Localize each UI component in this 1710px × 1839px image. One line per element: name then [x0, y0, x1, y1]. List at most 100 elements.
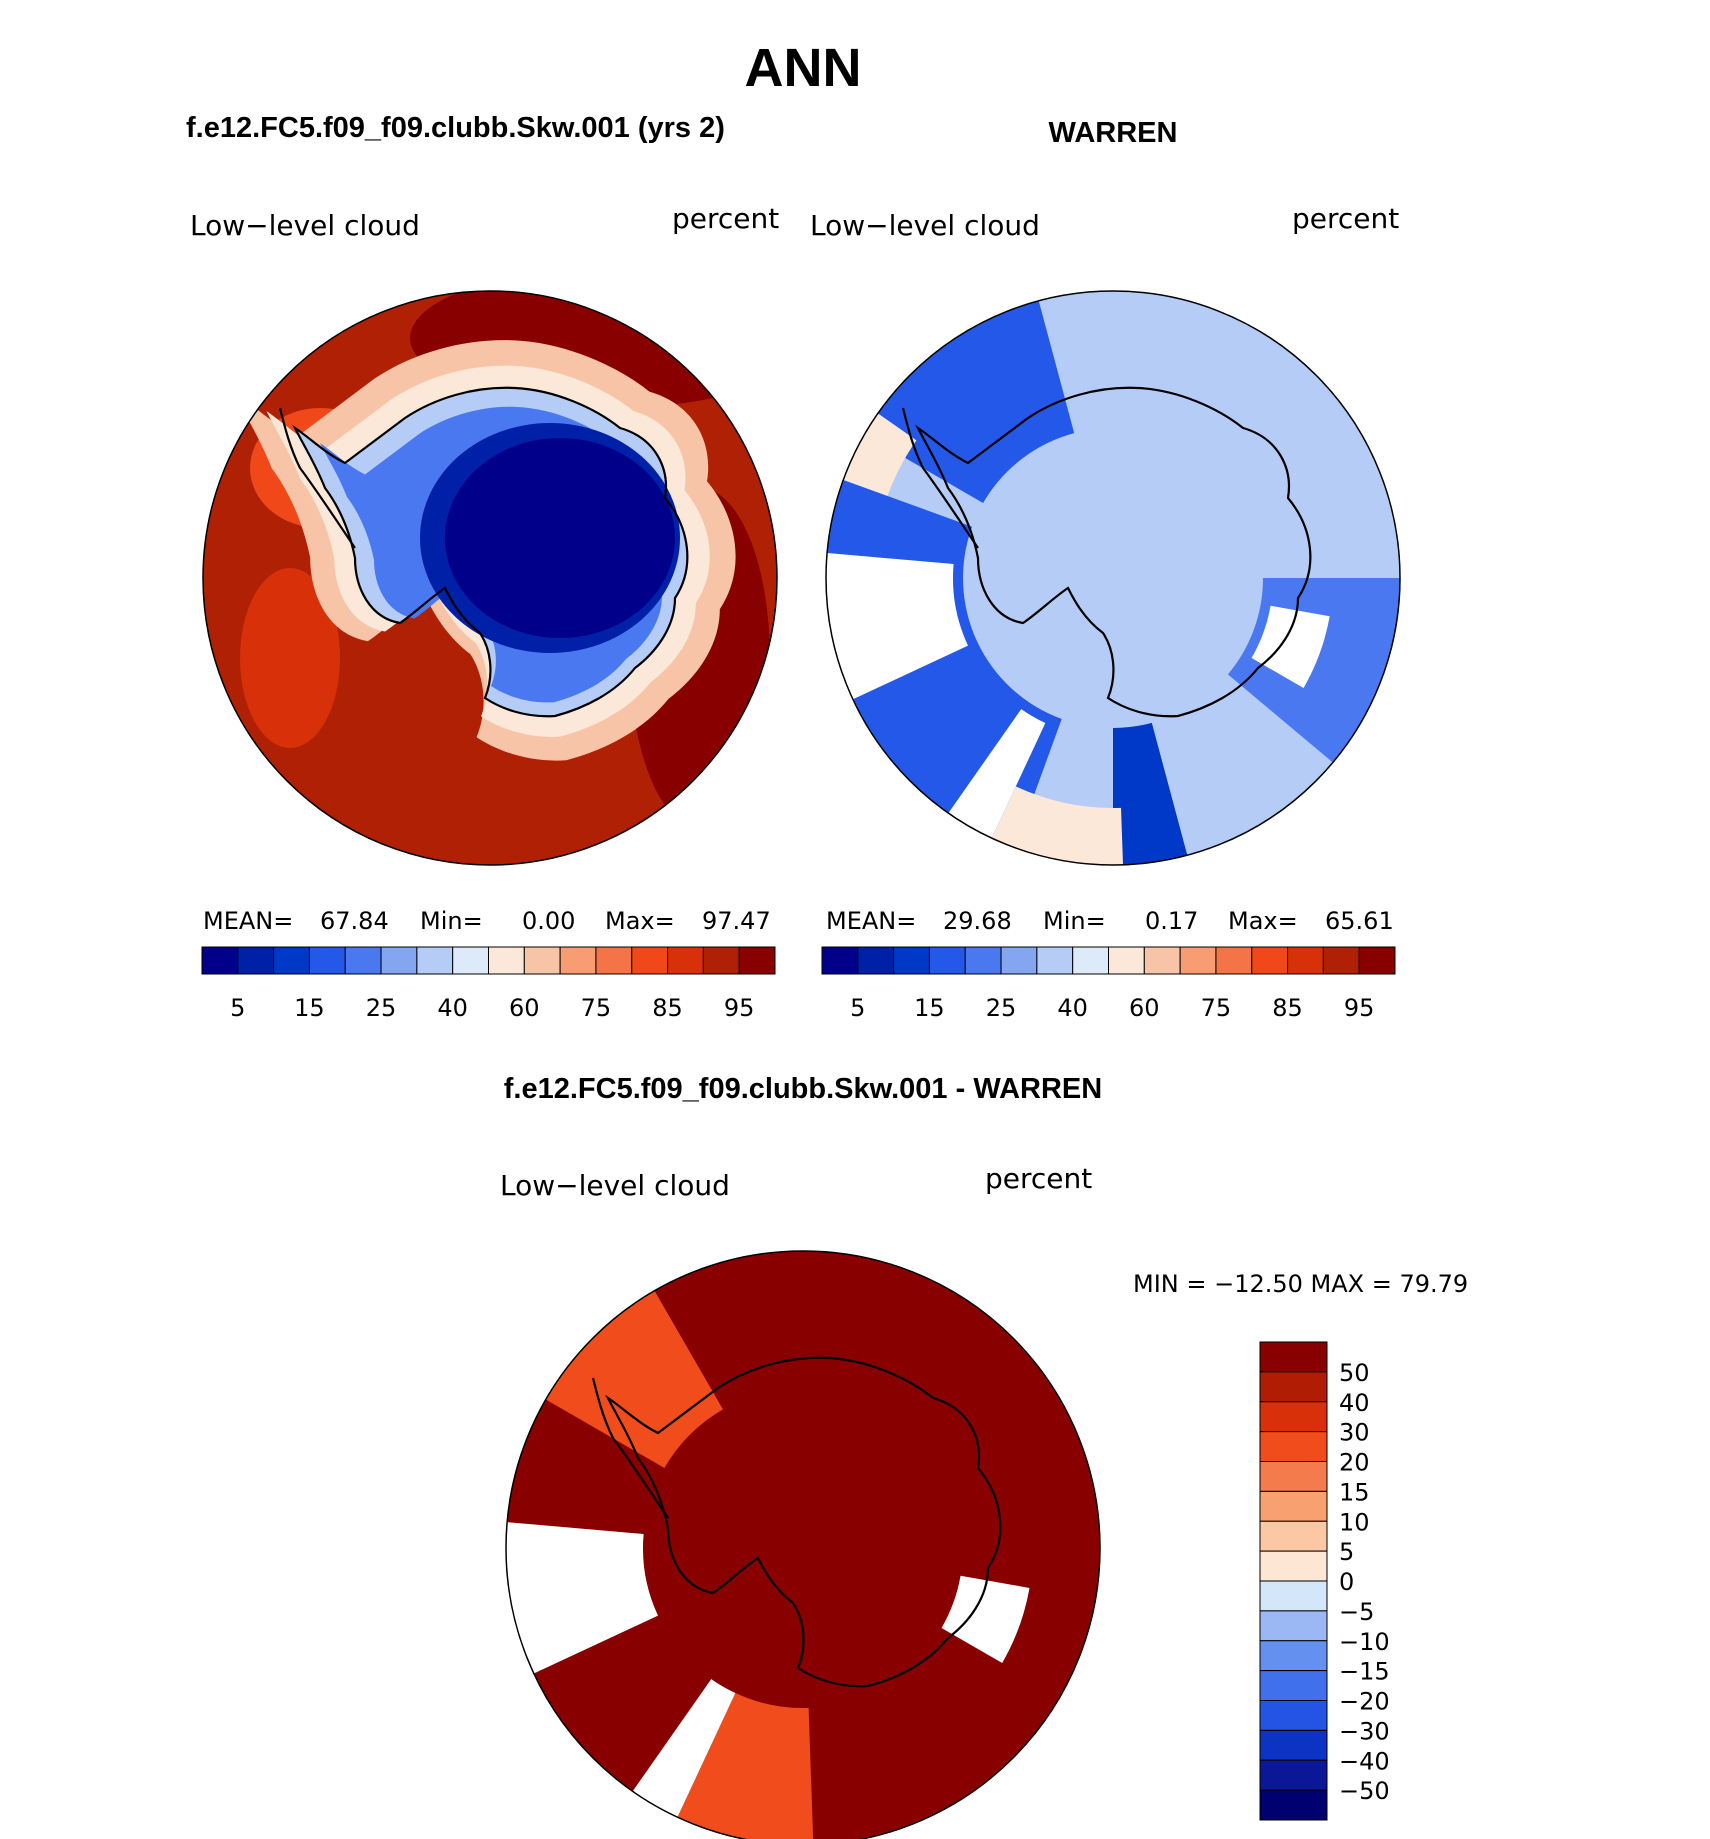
obs-colorbar-tick: 25 [986, 994, 1017, 1022]
panel-diff: f.e12.FC5.f09_f09.clubb.Skw.001 - WARREN… [500, 1073, 1468, 1839]
panel-obs-var-label: Low−level cloud [810, 209, 1040, 242]
diff-colorbar-box [1259, 1371, 1328, 1403]
diff-colorbar-box [1259, 1729, 1328, 1761]
test-colorbar-box [631, 946, 669, 975]
obs-max-value: 65.61 [1325, 907, 1394, 935]
panel-test-title: f.e12.FC5.f09_f09.clubb.Skw.001 (yrs 2) [186, 112, 725, 144]
panel-obs: WARREN Low−level cloud percent MEAN= 29.… [810, 117, 1401, 1022]
test-colorbar-box [667, 946, 704, 975]
diff-colorbar-box [1259, 1490, 1328, 1522]
test-colorbar-tick: 60 [509, 994, 540, 1022]
test-colorbar-box [738, 946, 776, 975]
diff-colorbar-tick: −5 [1339, 1598, 1374, 1626]
missing-data [941, 1575, 1030, 1663]
diff-sector [671, 1693, 814, 1839]
panel-obs-title: WARREN [1049, 117, 1178, 149]
obs-colorbar-box [1072, 946, 1109, 975]
diff-colorbar-tick: 40 [1339, 1389, 1370, 1417]
panel-diff-units: percent [985, 1162, 1092, 1195]
obs-colorbar-box [1179, 946, 1217, 975]
panel-test: f.e12.FC5.f09_f09.clubb.Skw.001 (yrs 2) … [186, 112, 779, 1022]
diff-colorbar-box [1259, 1520, 1328, 1552]
panel-diff-title: f.e12.FC5.f09_f09.clubb.Skw.001 - WARREN [504, 1073, 1102, 1105]
diff-colorbar-tick: 50 [1339, 1359, 1370, 1387]
test-colorbar-box [523, 946, 561, 975]
test-map [203, 291, 777, 865]
missing-data [1251, 605, 1330, 688]
panel-diff-var-label: Low−level cloud [500, 1169, 730, 1202]
diff-colorbar-box [1259, 1640, 1328, 1672]
obs-colorbar-box [1108, 946, 1145, 975]
diff-colorbar-tick: −20 [1339, 1688, 1390, 1716]
diff-colorbar-box [1259, 1550, 1328, 1582]
obs-colorbar-box [1215, 946, 1253, 975]
obs-colorbar-tick: 95 [1344, 994, 1375, 1022]
obs-colorbar-box [1000, 946, 1038, 975]
diff-map [506, 1251, 1100, 1839]
missing-data [940, 709, 1046, 850]
test-colorbar-tick: 85 [652, 994, 683, 1022]
cloud-region [240, 568, 340, 748]
missing-data [506, 1521, 658, 1675]
test-min-label: Min= [420, 907, 483, 935]
obs-colorbar-box [1322, 946, 1360, 975]
diff-colorbar-tick: 5 [1339, 1538, 1354, 1566]
test-colorbar-box [344, 946, 382, 975]
obs-mean-label: MEAN= [826, 907, 916, 935]
obs-colorbar-box [928, 946, 966, 975]
diff-colorbar-tick: −30 [1339, 1717, 1390, 1745]
diff-colorbar-tick: 15 [1339, 1478, 1370, 1506]
diff-colorbar-box [1259, 1670, 1328, 1701]
obs-colorbar-box [893, 946, 930, 975]
panel-obs-units: percent [1292, 202, 1399, 235]
diff-colorbar-tick: 10 [1339, 1508, 1370, 1536]
panel-test-units: percent [672, 202, 779, 235]
obs-sector [831, 405, 917, 496]
obs-map [826, 291, 1400, 865]
diff-minmax: MIN = −12.50 MAX = 79.79 [1133, 1270, 1468, 1298]
test-stats: MEAN= 67.84 Min= 0.00 Max= 97.47 [203, 907, 771, 935]
obs-colorbar: 5 15 25 40 60 75 85 95 [821, 946, 1396, 1022]
test-colorbar-box [416, 946, 454, 975]
test-colorbar-box [452, 946, 489, 975]
obs-colorbar-tick: 15 [914, 994, 945, 1022]
low-cloud-sector [1113, 722, 1191, 865]
diff-colorbar-box [1259, 1401, 1328, 1433]
test-colorbar-box [702, 946, 740, 975]
diff-colorbar-box [1259, 1461, 1328, 1492]
obs-colorbar-box [1036, 946, 1074, 975]
diff-colorbar-box [1259, 1759, 1328, 1791]
test-min-value: 0.00 [522, 907, 575, 935]
interior-low-cloud [445, 438, 675, 638]
test-max-value: 97.47 [702, 907, 771, 935]
diff-colorbar-tick: −15 [1339, 1658, 1390, 1686]
test-colorbar-box [273, 946, 310, 975]
obs-colorbar-box [821, 946, 859, 975]
obs-colorbar-tick: 60 [1129, 994, 1160, 1022]
diff-colorbar-tick: −40 [1339, 1747, 1390, 1775]
diff-colorbar-box [1259, 1580, 1328, 1612]
obs-mean-value: 29.68 [943, 907, 1012, 935]
test-colorbar-tick: 25 [366, 994, 397, 1022]
test-colorbar-box [237, 946, 275, 975]
missing-data [826, 551, 968, 705]
diff-colorbar-box [1259, 1431, 1328, 1462]
obs-map-border [825, 290, 1401, 866]
test-mean-label: MEAN= [203, 907, 293, 935]
obs-min-value: 0.17 [1145, 907, 1198, 935]
test-max-label: Max= [605, 907, 675, 935]
test-colorbar-tick: 5 [230, 994, 245, 1022]
diff-colorbar-tick: −50 [1339, 1777, 1390, 1805]
test-colorbar-box [380, 946, 418, 975]
test-colorbar-tick: 15 [294, 994, 325, 1022]
obs-stats: MEAN= 29.68 Min= 0.17 Max= 65.61 [826, 907, 1394, 935]
test-colorbar-box [559, 946, 597, 975]
panel-test-var-label: Low−level cloud [190, 209, 420, 242]
test-colorbar: 5 15 25 40 60 75 85 95 [201, 946, 776, 1022]
test-colorbar-box [308, 946, 346, 975]
obs-min-label: Min= [1043, 907, 1106, 935]
obs-colorbar-tick: 85 [1272, 994, 1303, 1022]
diff-colorbar-box [1259, 1610, 1328, 1642]
test-colorbar-box [595, 946, 633, 975]
